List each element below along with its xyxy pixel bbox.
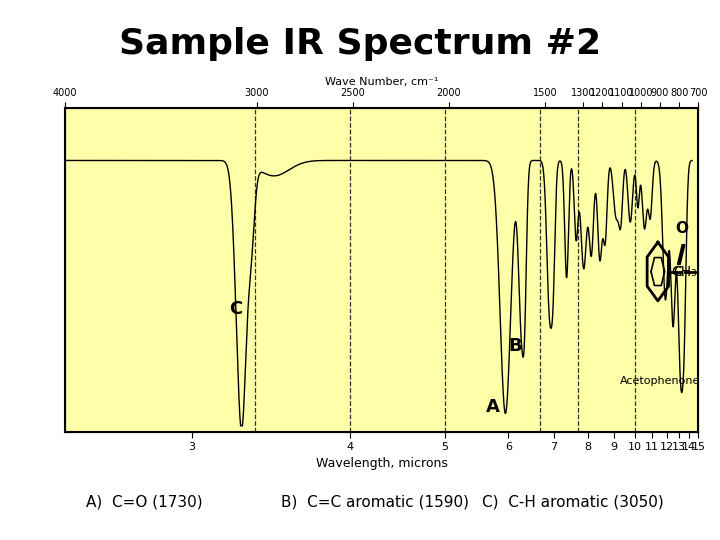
Text: B)  C=C aromatic (1590): B) C=C aromatic (1590)	[281, 495, 469, 510]
X-axis label: Wavelength, microns: Wavelength, microns	[315, 457, 448, 470]
Text: C: C	[672, 265, 683, 279]
Text: A)  C=O (1730): A) C=O (1730)	[86, 495, 203, 510]
Text: A: A	[485, 399, 500, 416]
Text: Acetophenone: Acetophenone	[620, 376, 700, 387]
X-axis label: Wave Number, cm⁻¹: Wave Number, cm⁻¹	[325, 77, 438, 87]
Text: Sample IR Spectrum #2: Sample IR Spectrum #2	[119, 27, 601, 61]
Text: B: B	[508, 336, 522, 355]
Text: C)  C-H aromatic (3050): C) C-H aromatic (3050)	[482, 495, 664, 510]
Text: C: C	[229, 300, 243, 318]
Text: O: O	[675, 221, 688, 236]
Text: CH₃: CH₃	[671, 265, 697, 279]
